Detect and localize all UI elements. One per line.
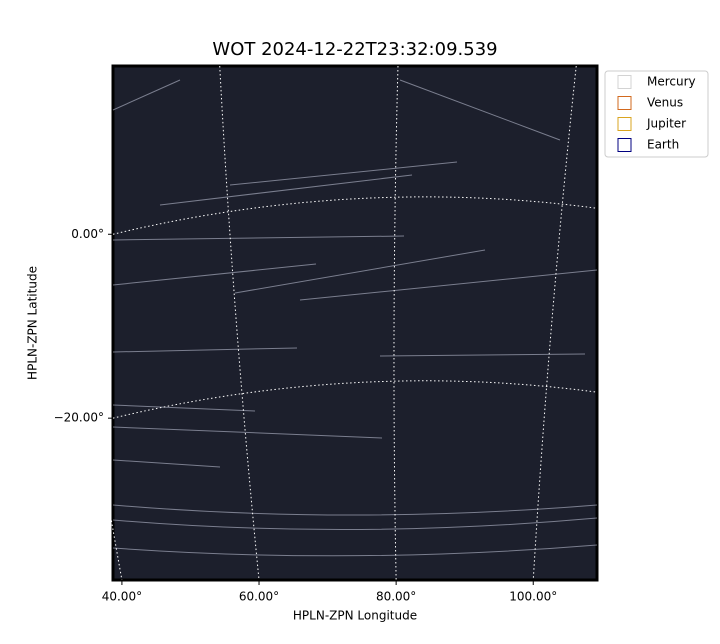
grid-line <box>112 380 598 419</box>
legend-marker <box>617 75 632 89</box>
streak <box>112 263 317 286</box>
streak <box>399 79 561 141</box>
chart-title: WOT 2024-12-22T23:32:09.539 <box>212 39 497 60</box>
legend-items: Mercury Venus Jupiter Earth <box>617 75 696 152</box>
y-tick-label: −20.00° <box>54 411 104 425</box>
legend-marker <box>617 138 632 152</box>
streak <box>112 517 598 531</box>
legend-label: Jupiter <box>646 117 686 131</box>
legend <box>604 70 709 158</box>
streak <box>112 404 256 412</box>
streak <box>234 249 486 294</box>
x-axis-label: HPLN-ZPN Longitude <box>293 609 417 623</box>
legend-marker <box>617 117 632 131</box>
streak <box>112 79 181 111</box>
grid-line <box>40 65 123 581</box>
legend-label: Venus <box>647 96 683 110</box>
streak <box>112 426 383 439</box>
image-background <box>111 64 599 582</box>
grid <box>40 65 598 585</box>
legend-label: Earth <box>647 138 679 152</box>
x-tick-label: 80.00° <box>376 590 416 604</box>
y-tick-label: 0.00° <box>71 227 104 241</box>
streak <box>159 174 413 206</box>
grid-line <box>393 65 399 581</box>
legend-marker <box>617 96 632 110</box>
streak <box>112 459 221 468</box>
grid-line <box>532 65 577 581</box>
y-axis-label: HPLN-ZPN Latitude <box>26 266 40 380</box>
x-tick-label: 40.00° <box>102 590 142 604</box>
legend-label: Mercury <box>647 75 696 89</box>
streak <box>379 353 586 357</box>
grid-line <box>219 65 260 581</box>
x-tick-label: 60.00° <box>239 590 279 604</box>
streak <box>112 347 298 353</box>
x-tick-label: 100.00° <box>509 590 557 604</box>
streak <box>112 235 405 241</box>
streak <box>112 504 598 516</box>
grid-line <box>112 196 598 235</box>
streak <box>299 269 598 301</box>
streak <box>229 161 458 186</box>
streak <box>112 544 598 557</box>
image <box>111 64 599 582</box>
